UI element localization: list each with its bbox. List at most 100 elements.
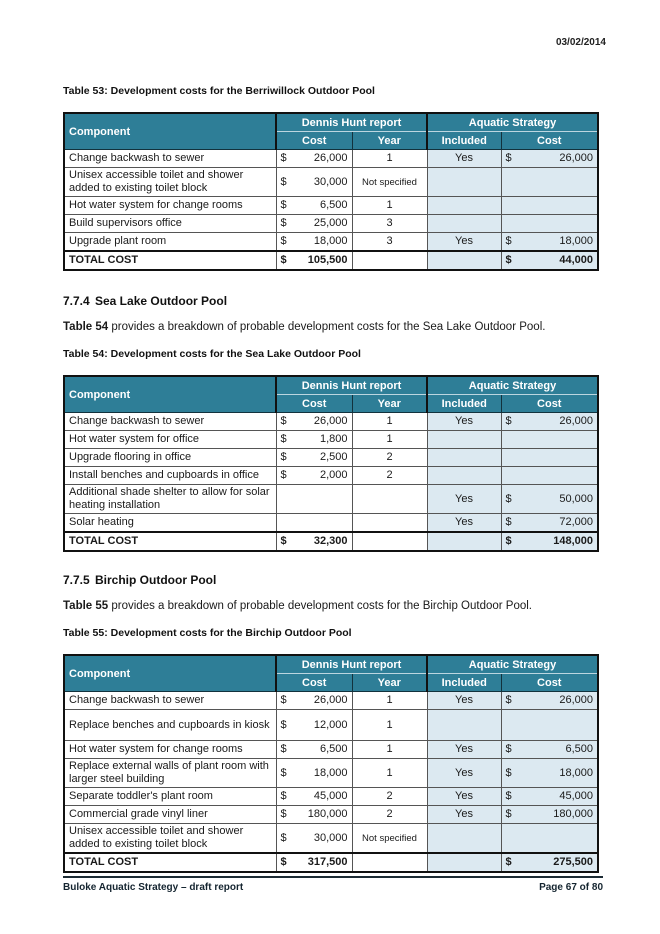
table-row: Change backwash to sewer $26,000 1 Yes $… — [63, 691, 599, 710]
table-53-caption: Table 53: Development costs for the Berr… — [63, 85, 375, 97]
year-cell: 1 — [351, 758, 428, 788]
table-row: Replace external walls of plant room wit… — [63, 758, 599, 788]
table-row: Build supervisors office $25,000 3 — [63, 214, 599, 233]
included-cell: Yes — [426, 232, 502, 252]
included-cell — [426, 167, 502, 197]
component-cell: Commercial grade vinyl liner — [63, 805, 277, 824]
section-title: Sea Lake Outdoor Pool — [95, 294, 228, 308]
section-number: 7.7.5 — [63, 573, 90, 587]
year-cell: 1 — [351, 430, 428, 449]
included-cell — [426, 466, 502, 485]
aquatic-cost-cell — [500, 823, 599, 854]
included-header: Included — [426, 394, 502, 413]
section-paragraph: Table 55 provides a breakdown of probabl… — [63, 600, 532, 612]
aquatic-cost-cell: $18,000 — [500, 232, 599, 252]
dennis-cost-cell: $26,000 — [275, 691, 353, 710]
included-cell — [426, 430, 502, 449]
included-cell — [426, 448, 502, 467]
cost-header: Cost — [275, 673, 353, 692]
included-cell: Yes — [426, 787, 502, 806]
table-row: Change backwash to sewer $26,000 1 Yes $… — [63, 412, 599, 431]
dennis-cost-cell: $30,000 — [275, 823, 353, 854]
table-row: Separate toddler's plant room $45,000 2 … — [63, 787, 599, 806]
cost-header: Cost — [500, 394, 599, 413]
year-cell: 1 — [351, 196, 428, 215]
total-label-cell: TOTAL COST — [63, 852, 277, 873]
aquatic-strategy-group-header: Aquatic Strategy — [425, 654, 599, 674]
aquatic-total-cell: $275,500 — [500, 852, 599, 873]
total-row: TOTAL COST $105,500 $44,000 — [63, 250, 599, 271]
year-cell: 1 — [351, 412, 428, 431]
component-cell: Separate toddler's plant room — [63, 787, 277, 806]
dennis-cost-cell: $2,000 — [275, 466, 353, 485]
aquatic-total-cell: $148,000 — [500, 531, 599, 552]
page-content: 03/02/2014 Table 53: Development costs f… — [63, 0, 606, 873]
table-row: Replace benches and cupboards in kiosk $… — [63, 709, 599, 741]
aquatic-cost-cell: $26,000 — [500, 691, 599, 710]
component-cell: Change backwash to sewer — [63, 149, 277, 168]
included-cell — [426, 852, 502, 873]
year-cell: 2 — [351, 805, 428, 824]
table-53: Component Dennis Hunt report Aquatic Str… — [63, 112, 600, 271]
dennis-cost-cell: $1,800 — [275, 430, 353, 449]
year-cell: Not specified — [351, 823, 428, 854]
included-cell: Yes — [426, 691, 502, 710]
dennis-cost-cell: $45,000 — [275, 787, 353, 806]
table-header-row: Component Dennis Hunt report Aquatic Str… — [63, 654, 599, 692]
year-cell: 1 — [351, 149, 428, 168]
aquatic-cost-cell — [500, 466, 599, 485]
component-cell: Install benches and cupboards in office — [63, 466, 277, 485]
aquatic-cost-cell — [500, 214, 599, 233]
aquatic-cost-cell — [500, 167, 599, 197]
year-cell: 3 — [351, 232, 428, 252]
dennis-cost-cell: $2,500 — [275, 448, 353, 467]
total-row: TOTAL COST $32,300 $148,000 — [63, 531, 599, 552]
included-cell: Yes — [426, 513, 502, 533]
dennis-cost-cell — [275, 513, 353, 533]
year-header: Year — [351, 673, 428, 692]
section-heading-775: 7.7.5 Birchip Outdoor Pool — [63, 573, 597, 587]
included-cell: Yes — [426, 149, 502, 168]
year-cell: 2 — [351, 787, 428, 806]
component-cell: Upgrade flooring in office — [63, 448, 277, 467]
component-cell: Hot water system for change rooms — [63, 740, 277, 759]
aquatic-cost-cell: $180,000 — [500, 805, 599, 824]
component-cell: Replace benches and cupboards in kiosk — [63, 709, 277, 741]
dennis-cost-cell: $180,000 — [275, 805, 353, 824]
dennis-cost-cell — [275, 484, 353, 514]
included-header: Included — [426, 673, 502, 692]
dennis-total-cell: $105,500 — [275, 250, 353, 271]
year-cell: 1 — [351, 709, 428, 741]
dennis-total-cell: $32,300 — [275, 531, 353, 552]
dennis-total-cell: $317,500 — [275, 852, 353, 873]
component-cell: Hot water system for change rooms — [63, 196, 277, 215]
aquatic-cost-cell: $26,000 — [500, 149, 599, 168]
year-cell — [351, 484, 428, 514]
aquatic-strategy-group-header: Aquatic Strategy — [425, 112, 599, 132]
footer-report-title: Buloke Aquatic Strategy – draft report — [63, 882, 244, 893]
component-cell: Hot water system for office — [63, 430, 277, 449]
included-cell: Yes — [426, 484, 502, 514]
section-number: 7.7.4 — [63, 294, 90, 308]
dennis-cost-cell: $30,000 — [275, 167, 353, 197]
dennis-hunt-group-header: Dennis Hunt report — [275, 654, 428, 674]
aquatic-cost-cell: $6,500 — [500, 740, 599, 759]
dennis-cost-cell: $12,000 — [275, 709, 353, 741]
cost-header: Cost — [275, 394, 353, 413]
table-54-caption: Table 54: Development costs for the Sea … — [63, 348, 361, 360]
dennis-hunt-group-header: Dennis Hunt report — [275, 112, 428, 132]
component-cell: Change backwash to sewer — [63, 412, 277, 431]
dennis-cost-cell: $18,000 — [275, 758, 353, 788]
table-row: Change backwash to sewer $26,000 1 Yes $… — [63, 149, 599, 168]
table-row: Additional shade shelter to allow for so… — [63, 484, 599, 514]
aquatic-cost-cell: $26,000 — [500, 412, 599, 431]
table-row: Upgrade flooring in office $2,500 2 — [63, 448, 599, 467]
total-label-cell: TOTAL COST — [63, 250, 277, 271]
table-row: Hot water system for change rooms $6,500… — [63, 740, 599, 759]
dennis-cost-cell: $6,500 — [275, 196, 353, 215]
cost-header: Cost — [275, 131, 353, 150]
year-header: Year — [351, 131, 428, 150]
header-date: 03/02/2014 — [555, 37, 606, 48]
table-54: Component Dennis Hunt report Aquatic Str… — [63, 375, 600, 552]
aquatic-cost-cell — [500, 709, 599, 741]
